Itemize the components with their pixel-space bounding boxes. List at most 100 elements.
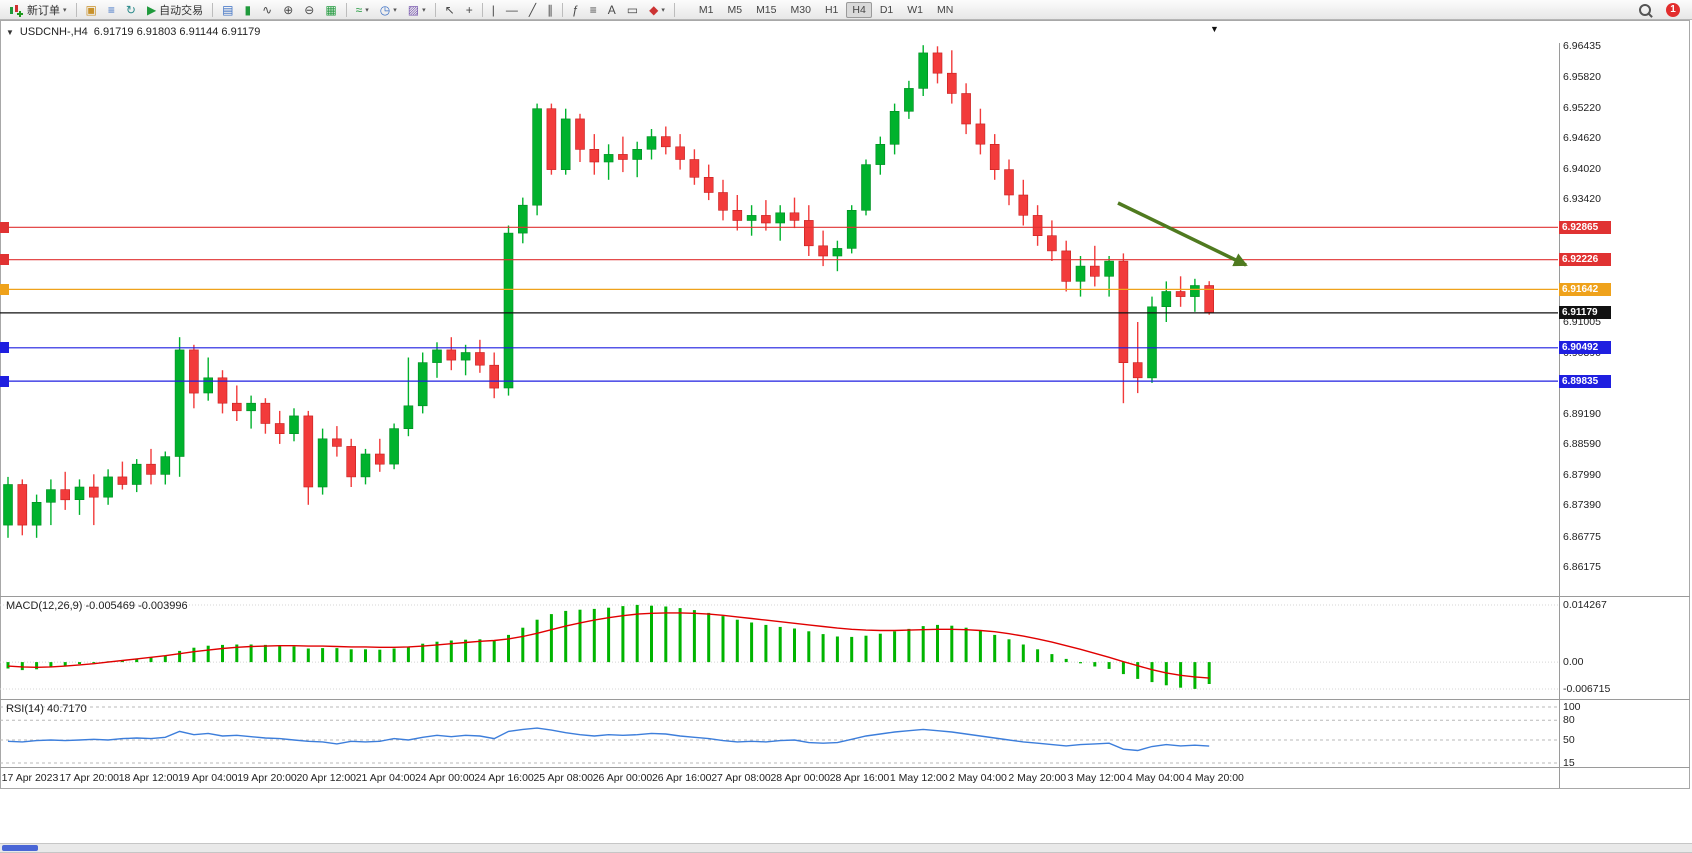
candle-body — [846, 210, 857, 249]
tile-windows-button[interactable]: ▦ — [320, 1, 341, 18]
indicators-button[interactable]: ≈ ▾ — [351, 1, 374, 18]
timeframe-button-h1[interactable]: H1 — [819, 2, 844, 18]
chart-candles-button[interactable]: ▮ — [240, 1, 257, 18]
scroll-end-marker[interactable]: ▼ — [1210, 24, 1219, 34]
chart-header: ▼ USDCNH-,H4 6.91719 6.91803 6.91144 6.9… — [6, 26, 260, 38]
market-watch-button[interactable]: ≡ — [103, 1, 120, 18]
symbol-dropdown-icon[interactable]: ▼ — [6, 27, 14, 37]
timeframe-button-m30[interactable]: M30 — [785, 2, 817, 18]
macd-histogram-bar — [721, 616, 725, 663]
dropdown-arrow-icon: ▾ — [63, 6, 67, 14]
macd-histogram-bar — [764, 624, 768, 663]
zoom-out-button[interactable]: ⊖ — [299, 1, 319, 18]
macd-histogram-bar — [263, 644, 267, 663]
timeframe-button-m15[interactable]: M15 — [750, 2, 782, 18]
time-axis-label: 17 Apr 20:00 — [59, 772, 120, 784]
rsi-title: RSI(14) — [6, 703, 44, 715]
symbol-title: USDCNH-,H4 — [19, 26, 88, 38]
vertical-line-button[interactable]: | — [487, 1, 500, 18]
timeframe-button-m1[interactable]: M1 — [693, 2, 720, 18]
candle-body — [274, 423, 285, 434]
macd-histogram-bar — [206, 645, 210, 663]
macd-histogram-bar — [335, 648, 339, 663]
horizontal-line-button[interactable]: — — [501, 1, 523, 18]
macd-histogram-bar — [1007, 639, 1011, 663]
templates-button[interactable]: ▨ ▾ — [403, 1, 431, 18]
macd-histogram-bar — [1107, 662, 1111, 669]
label-button[interactable]: ▭ — [622, 1, 643, 18]
template-icon: ▨ — [407, 2, 420, 17]
refresh-button[interactable]: ↻ — [121, 1, 141, 18]
macd-histogram-bar — [835, 636, 839, 663]
text-button[interactable]: A — [603, 1, 621, 18]
candle-body — [646, 136, 657, 150]
candle-body — [131, 463, 142, 485]
price-tag: 6.91642 — [1559, 282, 1611, 296]
channel-button[interactable]: ∥ — [542, 1, 558, 18]
new-chart-button[interactable]: ▣ — [81, 1, 102, 18]
candle-body — [675, 146, 685, 160]
macd-histogram-bar — [364, 649, 367, 663]
chart-bars-button[interactable]: ▤ — [217, 1, 238, 18]
candle-body — [517, 204, 528, 234]
trendline-button[interactable]: ╱ — [524, 1, 541, 18]
macd-histogram-bar — [1093, 662, 1097, 667]
autotrade-play-icon: ▶ — [146, 2, 157, 17]
toolbar: 新订单 ▾ ▣ ≡ ↻ ▶ 自动交易 ▤ ▮ ∿ ⊕ ⊖ ▦ ≈ ▾ ◷ ▾ ▨ ▾ … — [0, 0, 1692, 20]
autotrade-button[interactable]: ▶ 自动交易 — [142, 1, 208, 18]
zoom-in-button[interactable]: ⊕ — [278, 1, 298, 18]
timeframe-button-w1[interactable]: W1 — [901, 2, 929, 18]
new-order-button[interactable]: 新订单 ▾ — [4, 1, 72, 18]
rsi-pane[interactable] — [0, 700, 1560, 767]
macd-histogram-bar — [621, 606, 625, 663]
macd-histogram-bar — [635, 604, 639, 663]
price-chart-pane[interactable] — [0, 22, 1560, 596]
macd-histogram-bar — [464, 639, 468, 663]
candle-body — [303, 415, 314, 488]
pane-separator[interactable] — [0, 699, 1690, 700]
notification-badge[interactable]: 1 — [1666, 2, 1680, 17]
horizontal-scrollbar[interactable] — [0, 843, 1692, 853]
macd-histogram-bar — [1193, 662, 1197, 689]
price-tick-label: 6.93420 — [1563, 193, 1601, 206]
candle-body — [489, 364, 500, 389]
candle-body — [861, 164, 871, 211]
macd-axis-label: 0.00 — [1563, 656, 1584, 669]
macd-histogram-bar — [1021, 644, 1025, 663]
scrollbar-thumb[interactable] — [2, 845, 38, 851]
macd-histogram-bar — [936, 624, 939, 663]
line-chart-icon: ∿ — [262, 2, 273, 17]
candle-body — [718, 192, 728, 211]
pane-separator[interactable] — [0, 596, 1690, 597]
chart-line-button[interactable]: ∿ — [257, 1, 277, 18]
levels-button[interactable]: ≡ — [585, 1, 602, 18]
macd-histogram-bar — [1036, 649, 1040, 663]
candle-body — [17, 484, 28, 526]
periods-button[interactable]: ◷ ▾ — [375, 1, 402, 18]
candle-body — [3, 484, 13, 526]
time-axis-label: 2 May 04:00 — [949, 772, 1007, 784]
time-axis-label: 20 Apr 12:00 — [296, 772, 357, 784]
candle-body — [1032, 215, 1043, 236]
cursor-button[interactable]: ↖ — [440, 1, 460, 18]
macd-histogram-bar — [249, 644, 253, 663]
macd-histogram-bar — [1150, 662, 1154, 683]
price-tick-label: 6.88590 — [1563, 438, 1601, 451]
timeframe-button-mn[interactable]: MN — [931, 2, 959, 18]
candle-body — [560, 118, 571, 171]
trend-arrow[interactable] — [1117, 201, 1248, 267]
candle-body — [189, 349, 199, 394]
macd-pane[interactable] — [0, 597, 1560, 699]
timeframe-button-m5[interactable]: M5 — [721, 2, 748, 18]
search-button[interactable] — [1634, 1, 1656, 18]
timeframe-button-d1[interactable]: D1 — [874, 2, 899, 18]
macd-histogram-bar — [950, 625, 954, 663]
candle-body — [246, 402, 256, 412]
macd-histogram-bar — [178, 650, 182, 663]
hline-left-marker — [0, 342, 9, 354]
timeframe-group: M1 M5 M15 M30 H1 H4 D1 W1 MN — [693, 1, 959, 18]
timeframe-button-h4[interactable]: H4 — [846, 1, 872, 18]
crosshair-button[interactable]: + — [461, 1, 478, 18]
shapes-button[interactable]: ◆ ▾ — [644, 1, 670, 18]
fibonacci-button[interactable]: ƒ — [567, 1, 584, 18]
